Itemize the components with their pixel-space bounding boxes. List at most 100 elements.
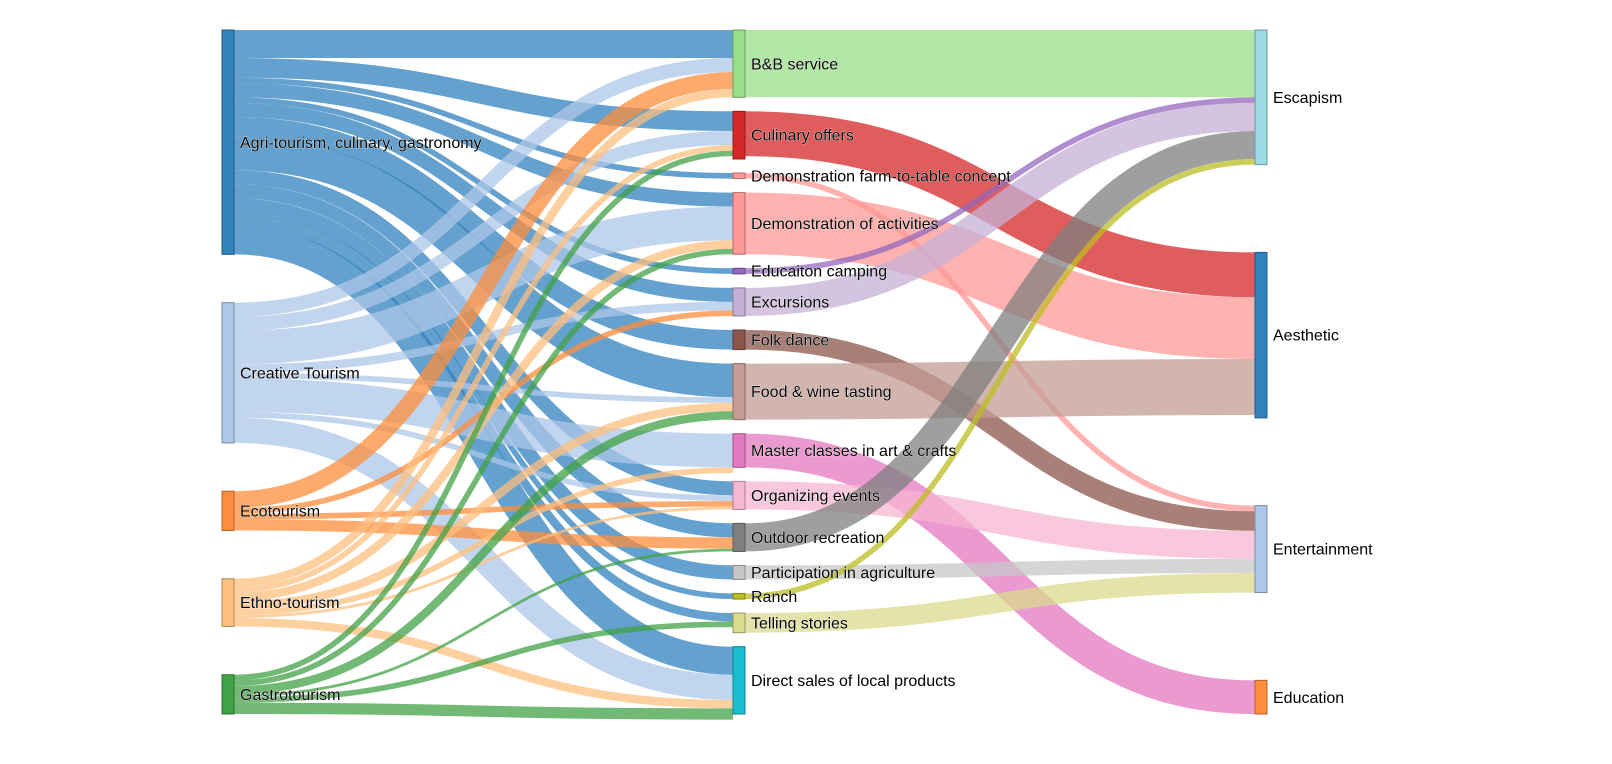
node-events: Organizing events	[732, 480, 880, 510]
link-folk-to-entertainment	[744, 329, 1256, 531]
node-bar-creative	[221, 302, 235, 444]
node-bar-excursions	[732, 287, 746, 317]
node-label-eco: Ecotourism	[240, 503, 320, 520]
node-creative: Creative Tourism	[221, 302, 360, 444]
node-eco: Ecotourism	[221, 490, 320, 531]
node-label-food: Food & wine tasting	[751, 384, 892, 401]
links-layer	[233, 29, 1256, 720]
link-gastro-to-direct	[233, 702, 734, 720]
node-bar-food	[732, 363, 746, 421]
link-gastro-to-food	[233, 411, 734, 695]
link-ethno-to-food	[233, 402, 734, 610]
link-ethno-to-events	[233, 506, 734, 619]
node-label-demo: Demonstration of activities	[751, 216, 939, 233]
link-creative-to-bnb	[233, 58, 734, 317]
node-label-gastro: Gastrotourism	[240, 687, 340, 704]
node-education: Education	[1254, 679, 1344, 715]
node-master: Master classes in art & crafts	[732, 433, 957, 468]
node-label-direct: Direct sales of local products	[751, 673, 956, 690]
link-gastro-to-stories	[233, 621, 734, 703]
node-label-camping: Educaiton camping	[751, 264, 887, 281]
node-bar-direct	[732, 646, 746, 715]
link-creative-to-culinary	[233, 130, 734, 331]
node-bar-culinary	[732, 110, 746, 160]
link-agri-to-excursions	[233, 102, 734, 302]
node-agriculture: Participation in agriculture	[732, 564, 935, 582]
node-bar-stories	[732, 612, 746, 634]
link-ethno-to-culinary	[233, 144, 734, 593]
node-bar-camping	[732, 267, 746, 275]
link-agri-to-direct	[233, 226, 734, 675]
node-escapism: Escapism	[1254, 29, 1343, 166]
node-label-agriculture: Participation in agriculture	[751, 565, 935, 582]
node-ranch: Ranch	[732, 589, 798, 606]
node-label-ranch: Ranch	[751, 589, 797, 606]
node-direct: Direct sales of local products	[732, 646, 956, 715]
link-excursions-to-escapism	[744, 102, 1256, 316]
node-bar-agriculture	[732, 564, 746, 580]
node-bar-ranch	[732, 592, 746, 600]
link-gastro-to-outdoor	[233, 548, 734, 698]
node-label-entertainment: Entertainment	[1273, 542, 1373, 559]
node-demo: Demonstration of activities	[732, 192, 939, 255]
node-bar-outdoor	[732, 522, 746, 552]
link-ranch-to-escapism	[744, 159, 1256, 600]
node-bar-entertainment	[1254, 505, 1268, 594]
node-farm: Demonstration farm-to-table concept	[732, 168, 1012, 186]
node-label-ethno: Ethno-tourism	[240, 595, 340, 612]
node-bar-education	[1254, 679, 1268, 715]
node-bar-demo	[732, 192, 746, 255]
node-excursions: Excursions	[732, 287, 830, 317]
node-label-escapism: Escapism	[1273, 90, 1342, 107]
node-entertainment: Entertainment	[1254, 505, 1373, 594]
node-bnb: B&B service	[732, 29, 839, 98]
link-eco-to-bnb	[233, 72, 734, 509]
node-label-outdoor: Outdoor recreation	[751, 530, 884, 547]
node-culinary: Culinary offers	[732, 110, 854, 160]
node-bar-aesthetic	[1254, 251, 1268, 419]
nodes-layer: Agri-tourism, culinary, gastronomy Creati…	[221, 29, 1373, 715]
node-bar-farm	[732, 172, 746, 180]
node-label-master: Master classes in art & crafts	[751, 443, 956, 460]
node-bar-events	[732, 480, 746, 510]
node-label-farm: Demonstration farm-to-table concept	[751, 168, 1011, 185]
link-stories-to-entertainment	[744, 572, 1256, 633]
node-agri: Agri-tourism, culinary, gastronomy	[221, 29, 482, 255]
link-ethno-to-master	[233, 467, 734, 616]
link-agri-to-outdoor	[233, 184, 734, 538]
link-demo-to-aesthetic	[744, 192, 1256, 359]
link-creative-to-food	[233, 372, 734, 403]
node-food: Food & wine tasting	[732, 363, 892, 421]
link-outdoor-to-escapism	[744, 130, 1256, 552]
node-outdoor: Outdoor recreation	[732, 522, 885, 552]
node-bar-master	[732, 433, 746, 468]
link-gastro-to-culinary	[233, 150, 734, 681]
link-gastro-to-demo	[233, 248, 734, 686]
node-label-agri: Agri-tourism, culinary, gastronomy	[240, 135, 482, 152]
node-ethno: Ethno-tourism	[221, 578, 340, 627]
link-creative-to-events	[233, 412, 734, 501]
node-label-stories: Telling stories	[751, 615, 848, 632]
node-stories: Telling stories	[732, 612, 848, 634]
node-label-excursions: Excursions	[751, 295, 829, 312]
node-bar-eco	[221, 490, 235, 531]
node-label-bnb: B&B service	[751, 56, 838, 73]
node-camping: Educaiton camping	[732, 263, 887, 281]
link-agri-to-demo	[233, 83, 734, 207]
node-bar-ethno	[221, 578, 235, 627]
link-events-to-entertainment	[744, 481, 1256, 559]
node-aesthetic: Aesthetic	[1254, 251, 1339, 419]
node-bar-agri	[221, 29, 235, 255]
link-food-to-aesthetic	[744, 358, 1256, 420]
node-label-folk: Folk dance	[751, 332, 829, 349]
node-label-culinary: Culinary offers	[751, 128, 854, 145]
node-label-education: Education	[1273, 690, 1344, 707]
node-label-creative: Creative Tourism	[240, 365, 360, 382]
node-bar-bnb	[732, 29, 746, 98]
node-bar-gastro	[221, 674, 235, 715]
node-label-aesthetic: Aesthetic	[1273, 328, 1339, 345]
node-gastro: Gastrotourism	[221, 674, 341, 715]
node-bar-escapism	[1254, 29, 1268, 166]
link-eco-to-outdoor	[233, 519, 734, 549]
link-camping-to-escapism	[744, 97, 1256, 274]
